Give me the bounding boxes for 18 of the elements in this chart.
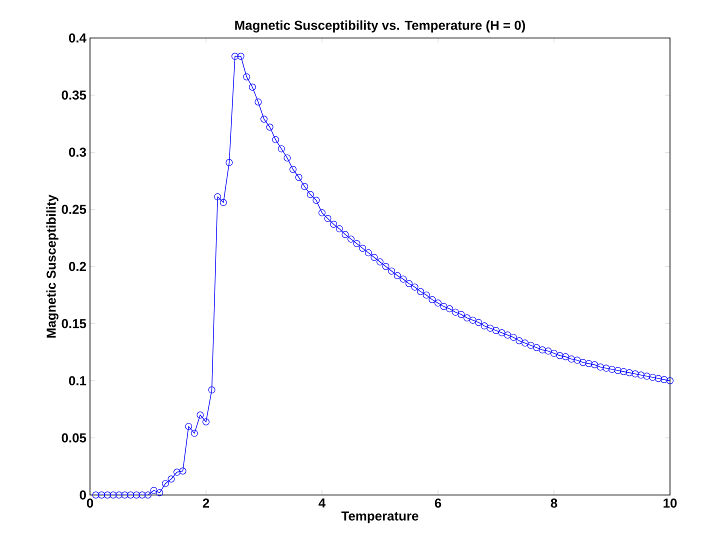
x-tick-label: 10 (664, 498, 677, 508)
chart-title: Magnetic Susceptibility vs. Temperature (H = 0) (235, 20, 526, 33)
y-tick-label: 0.4 (68, 33, 86, 43)
y-tick-label: 0.35 (62, 90, 86, 100)
x-tick-label: 4 (318, 498, 326, 508)
x-tick-label: 2 (202, 498, 210, 508)
y-tick-label: 0 (80, 490, 86, 500)
y-axis-title: Magnetic Susceptibility (46, 194, 58, 338)
x-tick-label: 8 (550, 498, 558, 508)
y-tick-label: 0.1 (68, 376, 86, 386)
y-tick-label: 0.05 (62, 433, 86, 442)
y-tick-label: 0.15 (62, 319, 86, 328)
y-tick-label: 0.2 (68, 262, 86, 272)
x-tick-label: 6 (434, 498, 442, 508)
x-axis-title: Temperature (341, 512, 418, 524)
y-tick-label: 0.3 (68, 148, 86, 157)
y-tick-label: 0.25 (62, 204, 86, 214)
x-tick-label: 0 (86, 498, 94, 508)
